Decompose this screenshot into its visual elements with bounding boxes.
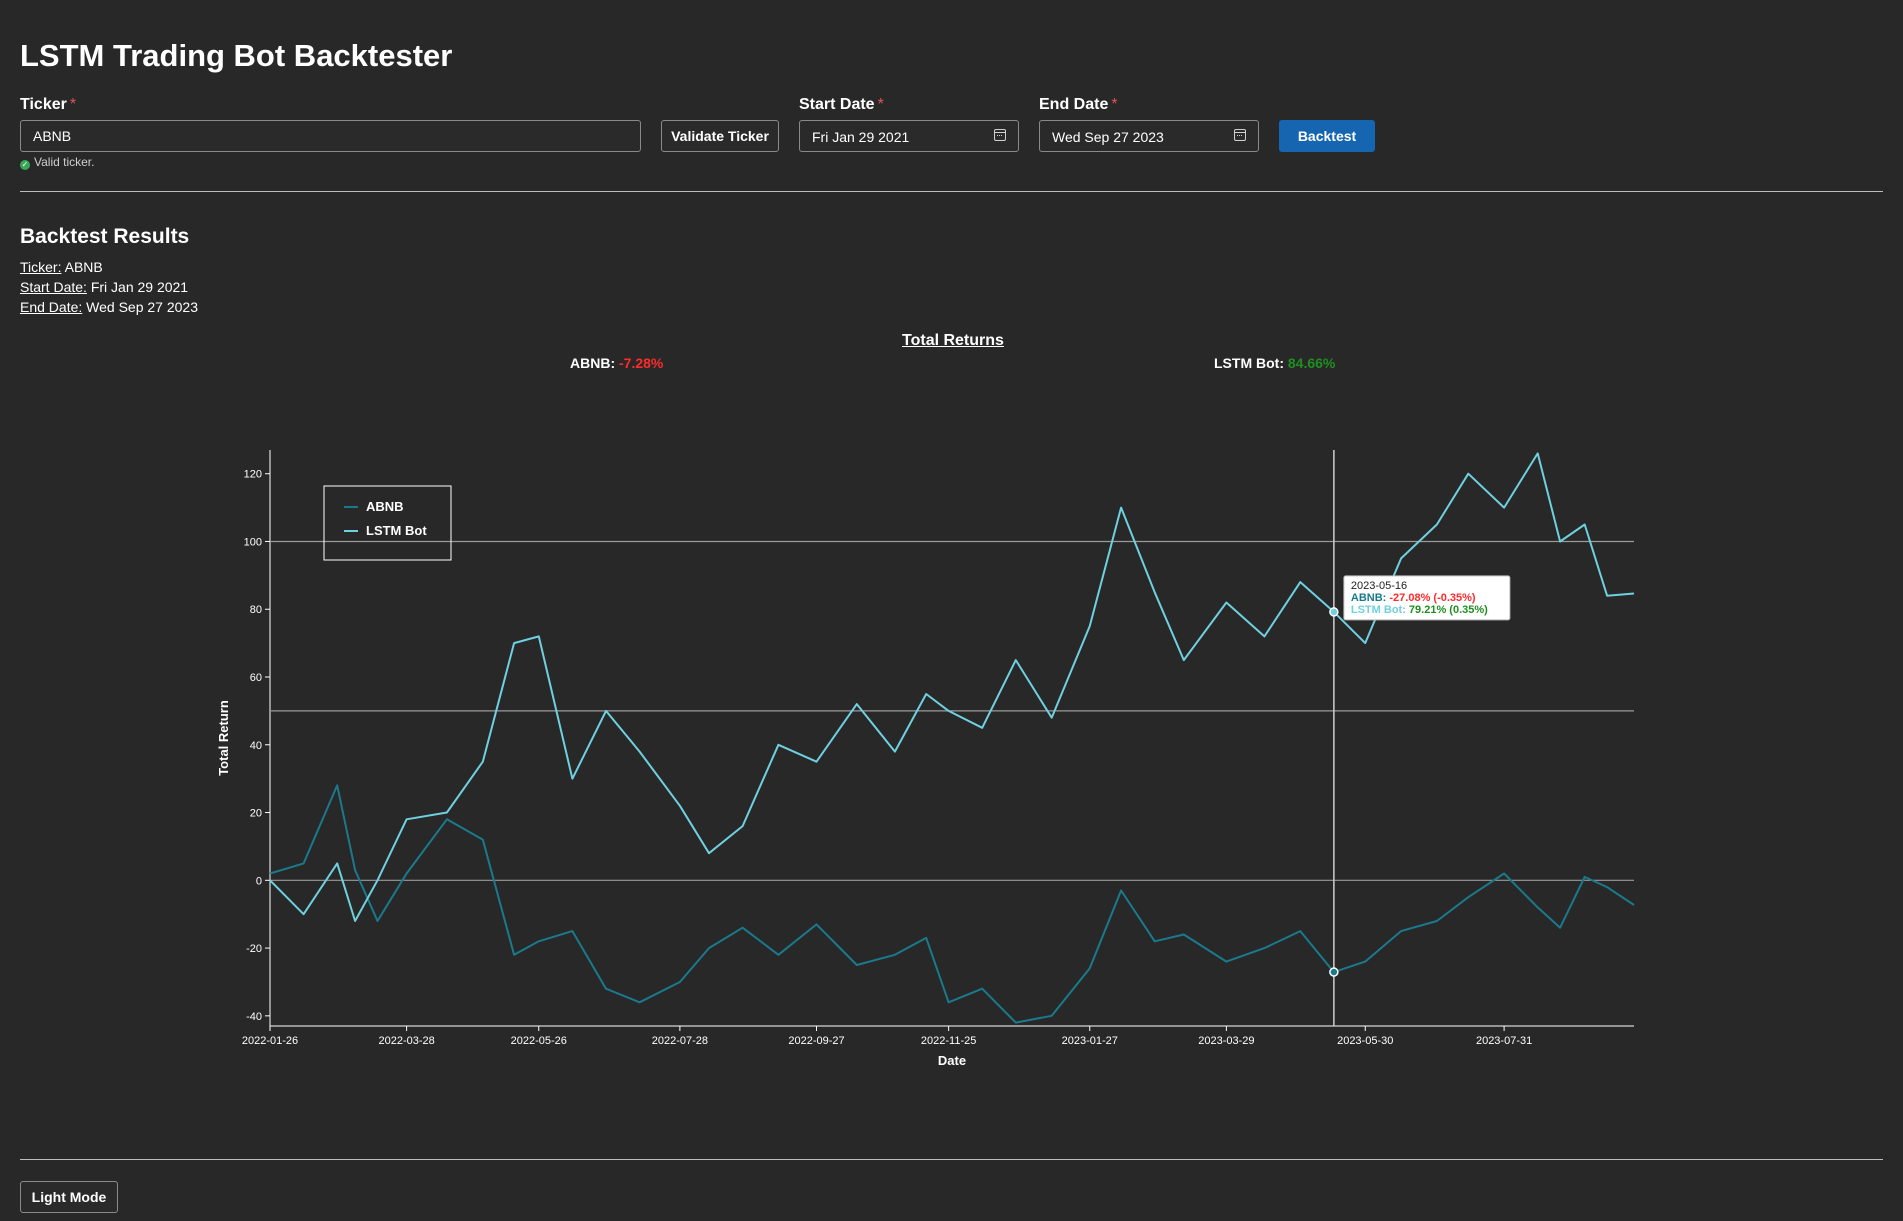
required-mark: *	[877, 96, 884, 113]
result-start-key: Start Date:	[20, 279, 87, 295]
x-tick-label: 2022-03-28	[378, 1035, 434, 1047]
abnb-return: ABNB: -7.28%	[570, 355, 663, 371]
page-title: LSTM Trading Bot Backtester	[20, 38, 453, 73]
x-tick-label: 2022-09-27	[788, 1035, 844, 1047]
abnb-return-key: ABNB:	[570, 355, 616, 371]
bot-return-key: LSTM Bot:	[1214, 355, 1284, 371]
y-tick-label: -40	[246, 1011, 262, 1023]
result-start-date: Start Date: Fri Jan 29 2021	[20, 279, 188, 295]
tooltip-date: 2023-05-16	[1351, 580, 1407, 592]
calendar-icon[interactable]	[1234, 129, 1246, 141]
end-date-label: End Date *	[1039, 96, 1118, 113]
x-axis-label: Date	[938, 1053, 966, 1068]
abnb-hover-point	[1329, 967, 1339, 977]
returns-chart[interactable]: -40 -20 0 20 40 60 80 100 120 2022-01-26 2022-03-2…	[210, 445, 1650, 1080]
abnb-return-value: -7.28%	[619, 355, 664, 371]
y-tick-label: 20	[250, 808, 262, 820]
light-mode-button[interactable]: Light Mode	[20, 1181, 118, 1213]
legend-box	[323, 485, 452, 561]
result-start-value: Fri Jan 29 2021	[90, 279, 189, 295]
abnb-series-line	[269, 784, 1635, 1024]
end-date-value: Wed Sep 27 2023	[1052, 129, 1164, 145]
bot-return-value: 84.66%	[1287, 355, 1336, 371]
result-end-value: Wed Sep 27 2023	[86, 299, 198, 315]
bot-return: LSTM Bot: 84.66%	[1214, 355, 1335, 371]
start-date-label: Start Date *	[799, 96, 884, 113]
lstm-bot-hover-point	[1329, 607, 1339, 617]
backtest-form: Ticker* ✓Valid ticker. Validate Ticker S…	[20, 96, 1880, 196]
lstm-bot-series-line	[269, 452, 1635, 922]
y-tick-label: 80	[250, 604, 262, 616]
divider	[20, 191, 1883, 192]
y-tick-label: -20	[246, 943, 262, 955]
y-tick-label: 120	[244, 469, 262, 481]
result-ticker: Ticker: ABNB	[20, 259, 103, 275]
tooltip-bot: LSTM Bot: 79.21% (0.35%)	[1351, 604, 1488, 616]
check-circle-icon: ✓	[20, 160, 30, 170]
x-tick-label: 2022-05-26	[511, 1035, 567, 1047]
total-returns-title: Total Returns	[902, 332, 1004, 349]
valid-ticker-message: ✓ Valid ticker.	[20, 155, 95, 170]
result-end-date: End Date: Wed Sep 27 2023	[20, 299, 198, 315]
required-mark: *	[1111, 96, 1118, 113]
legend-label-abnb: ABNB	[366, 499, 404, 514]
x-tick-label: 2023-03-29	[1198, 1035, 1254, 1047]
legend-label-lstm-bot: LSTM Bot	[366, 523, 427, 538]
x-tick-label: 2023-07-31	[1476, 1035, 1532, 1047]
x-tick-label: 2023-01-27	[1062, 1035, 1118, 1047]
start-date-picker[interactable]: Fri Jan 29 2021	[799, 120, 1019, 152]
start-date-value: Fri Jan 29 2021	[812, 129, 910, 145]
x-tick-label: 2022-01-26	[242, 1035, 298, 1047]
backtest-button[interactable]: Backtest	[1279, 120, 1375, 152]
result-end-key: End Date:	[20, 299, 83, 315]
y-tick-label: 0	[256, 875, 262, 887]
calendar-icon[interactable]	[994, 129, 1006, 141]
results-title: Backtest Results	[20, 225, 190, 248]
footer-divider	[20, 1159, 1883, 1160]
validate-ticker-button[interactable]: Validate Ticker	[661, 120, 779, 152]
x-tick-label: 2022-11-25	[921, 1035, 976, 1047]
y-tick-label: 100	[244, 536, 262, 548]
result-ticker-value: ABNB	[64, 259, 103, 275]
y-axis-label: Total Return	[216, 700, 231, 776]
tooltip-abnb: ABNB: -27.08% (-0.35%)	[1351, 592, 1476, 604]
end-date-picker[interactable]: Wed Sep 27 2023	[1039, 120, 1259, 152]
x-tick-label: 2023-05-30	[1337, 1035, 1393, 1047]
required-mark: *	[69, 96, 77, 113]
y-tick-label: 40	[250, 740, 262, 752]
y-tick-label: 60	[250, 672, 262, 684]
tooltip-box	[1343, 575, 1511, 621]
result-ticker-key: Ticker:	[20, 259, 62, 275]
ticker-label: Ticker *	[20, 96, 77, 113]
ticker-input[interactable]	[20, 120, 641, 152]
x-tick-label: 2022-07-28	[652, 1035, 708, 1047]
